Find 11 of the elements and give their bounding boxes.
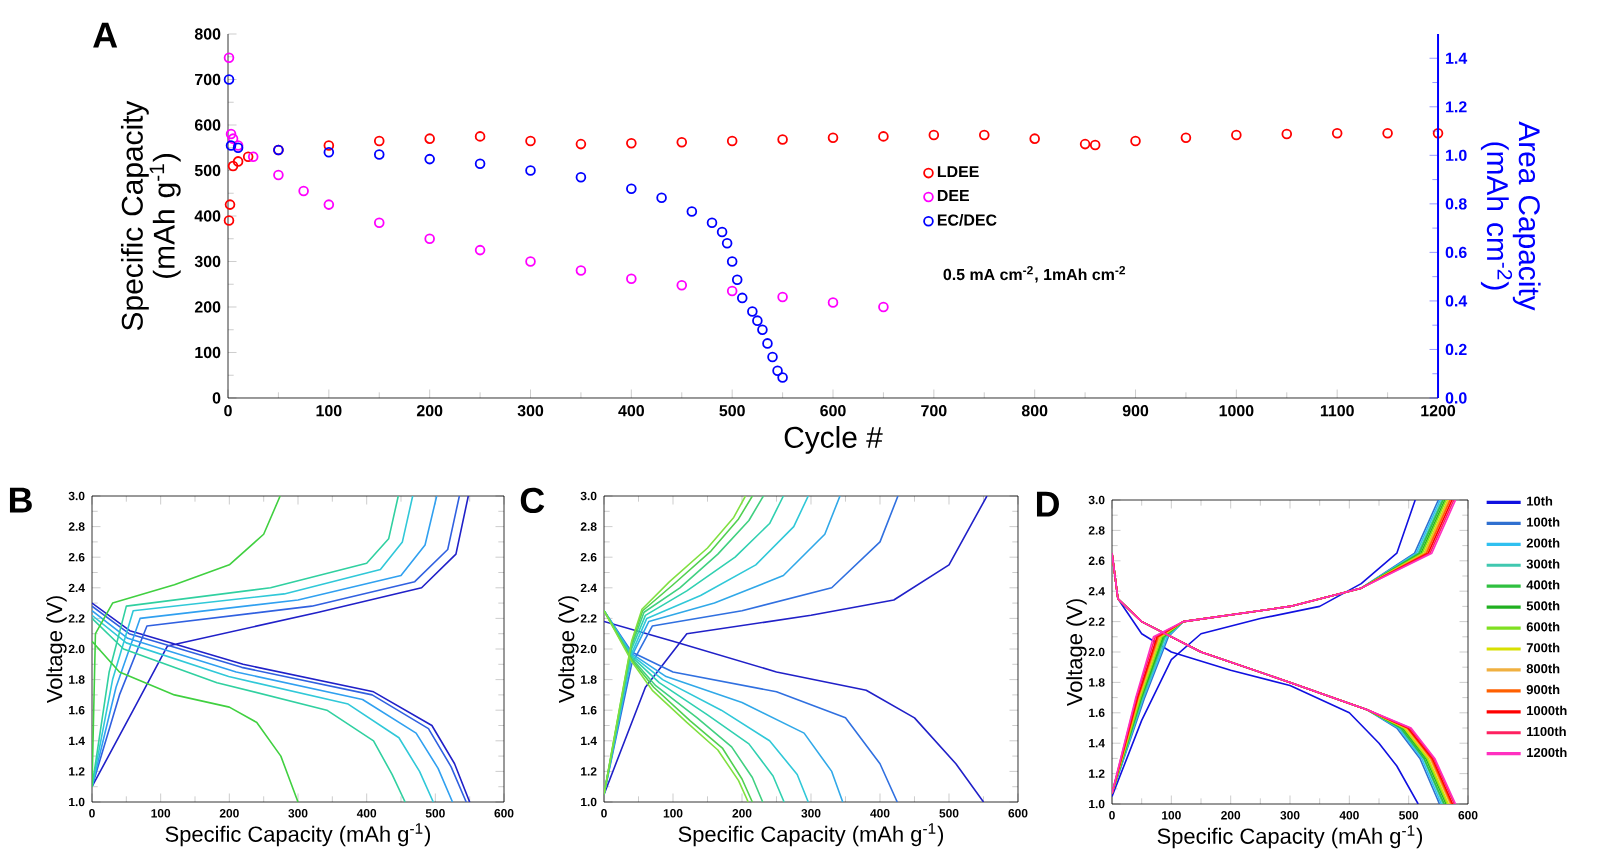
y-axis-title: Voltage (V) bbox=[46, 596, 67, 704]
y-axis-title: Voltage (V) bbox=[558, 596, 579, 704]
x-axis-title: Specific Capacity (mAh g$^{-1}$) bbox=[165, 823, 431, 847]
y-axis-title: Voltage (V) bbox=[1066, 599, 1087, 707]
x-axis-title: Specific Capacity (mAh g$^{-1}$) bbox=[1157, 825, 1423, 849]
chart-title: A bbox=[93, 22, 118, 48]
chart-title: B bbox=[9, 487, 32, 513]
x-axis-title: Specific Capacity (mAh g$^{-1}$) bbox=[678, 823, 944, 847]
chart-title: D bbox=[1036, 491, 1059, 517]
chart-title: C bbox=[520, 487, 545, 514]
x-axis-title: Cycle # bbox=[784, 426, 883, 454]
